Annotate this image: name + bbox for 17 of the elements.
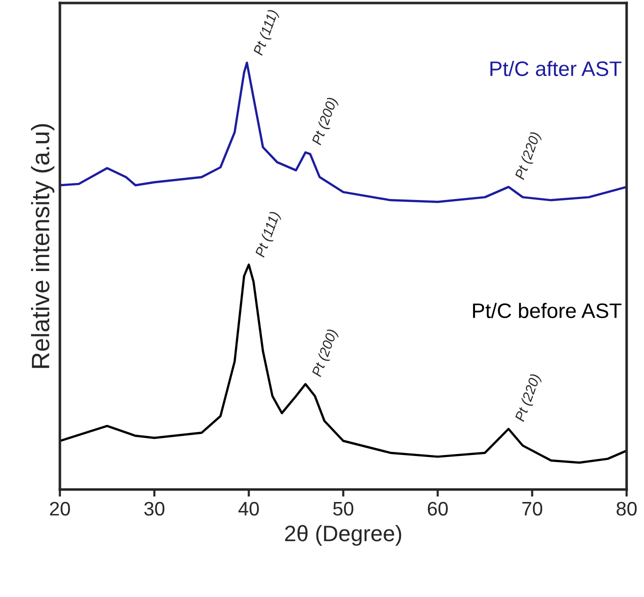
annotation: Pt (111) xyxy=(252,9,281,57)
annotation: Pt (200) xyxy=(311,328,340,378)
x-tick-label: 70 xyxy=(522,502,542,516)
x-tick-label: 20 xyxy=(50,502,70,516)
x-tick-label: 50 xyxy=(333,502,354,516)
x-tick-label: 30 xyxy=(144,502,164,516)
y-axis-title: Relative intensity (a.u) xyxy=(31,124,54,368)
x-tick-label: 40 xyxy=(238,502,259,516)
x-tick-label: 60 xyxy=(428,502,448,516)
x-axis-title: 2θ (Degree) xyxy=(285,525,402,546)
text: Pt/C after AST xyxy=(490,60,622,76)
x-tick-label: 80 xyxy=(616,502,637,516)
annotation: Pt (220) xyxy=(514,373,543,423)
text: Pt/C before AST xyxy=(473,302,622,318)
annotation: Pt (111) xyxy=(254,210,282,259)
annotation: Pt (200) xyxy=(311,96,340,146)
annotation: Pt (220) xyxy=(514,131,543,181)
